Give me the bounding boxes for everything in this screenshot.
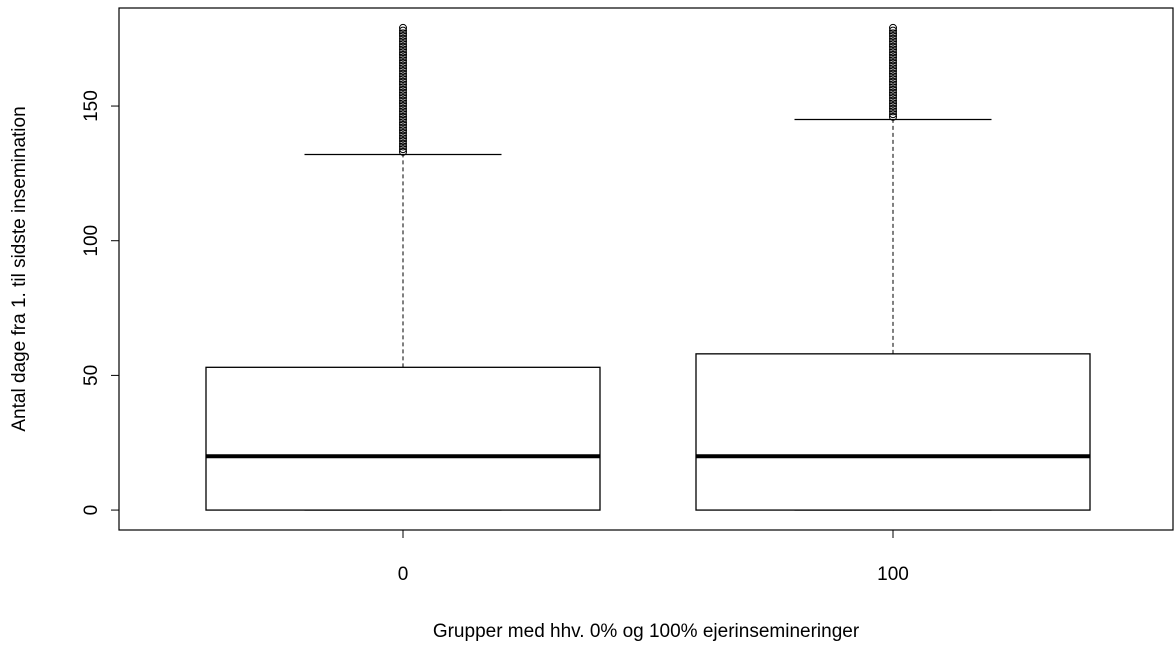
outlier xyxy=(889,69,897,78)
outlier xyxy=(399,29,407,38)
outlier xyxy=(889,80,897,89)
outlier xyxy=(399,123,407,132)
outlier xyxy=(399,115,407,124)
outlier xyxy=(889,29,897,38)
outlier xyxy=(399,61,407,70)
outlier xyxy=(399,118,407,127)
outlier xyxy=(399,142,407,151)
outlier xyxy=(889,96,897,105)
outlier xyxy=(889,88,897,97)
box xyxy=(695,353,1091,511)
outlier xyxy=(889,91,897,100)
outlier xyxy=(889,64,897,73)
outlier xyxy=(889,56,897,65)
outlier xyxy=(399,96,407,105)
outlier xyxy=(399,137,407,146)
outlier xyxy=(889,72,897,81)
outlier xyxy=(889,42,897,51)
outlier xyxy=(399,107,407,116)
outlier xyxy=(889,58,897,67)
outlier xyxy=(399,37,407,46)
outlier xyxy=(399,128,407,137)
outlier xyxy=(889,67,897,76)
outlier xyxy=(889,93,897,102)
outlier xyxy=(399,145,407,154)
outlier xyxy=(399,58,407,67)
outlier xyxy=(399,112,407,121)
outlier xyxy=(399,83,407,92)
outlier xyxy=(399,45,407,54)
outlier xyxy=(399,147,407,156)
outlier xyxy=(889,23,897,32)
outlier xyxy=(889,83,897,92)
outlier xyxy=(399,91,407,100)
outlier xyxy=(889,48,897,57)
outlier xyxy=(889,77,897,86)
outlier xyxy=(889,53,897,62)
outlier xyxy=(399,102,407,111)
outlier xyxy=(889,26,897,35)
outlier xyxy=(399,77,407,86)
outlier xyxy=(889,45,897,54)
outlier xyxy=(399,80,407,89)
outlier xyxy=(399,120,407,129)
outlier xyxy=(399,48,407,57)
outlier xyxy=(399,134,407,143)
outlier xyxy=(399,139,407,148)
outlier xyxy=(399,85,407,94)
outlier xyxy=(399,53,407,62)
x-tick-label: 0 xyxy=(398,564,409,585)
box xyxy=(205,366,601,511)
outlier xyxy=(889,75,897,84)
outlier xyxy=(399,26,407,35)
x-axis-label: Grupper med hhv. 0% og 100% ejerinsemine… xyxy=(433,621,860,642)
outlier xyxy=(889,112,897,121)
outlier xyxy=(399,42,407,51)
outlier xyxy=(889,99,897,108)
outlier xyxy=(889,85,897,94)
outlier xyxy=(889,107,897,116)
outlier xyxy=(399,40,407,49)
y-tick-label: 100 xyxy=(81,225,102,257)
outlier xyxy=(399,93,407,102)
outlier xyxy=(399,88,407,97)
outlier xyxy=(399,72,407,81)
outlier xyxy=(399,23,407,32)
outlier xyxy=(399,131,407,140)
outlier xyxy=(399,34,407,43)
outlier xyxy=(889,50,897,59)
outlier xyxy=(889,102,897,111)
outlier xyxy=(399,32,407,41)
outlier xyxy=(889,110,897,119)
outlier xyxy=(889,34,897,43)
y-tick-label: 0 xyxy=(81,505,102,516)
y-tick-label: 50 xyxy=(81,365,102,386)
outlier xyxy=(399,126,407,135)
outlier xyxy=(399,50,407,59)
outlier xyxy=(399,67,407,76)
outlier xyxy=(399,99,407,108)
outlier xyxy=(889,37,897,46)
x-tick-label: 100 xyxy=(877,564,909,585)
outlier xyxy=(399,110,407,119)
outlier xyxy=(889,40,897,49)
y-tick-label: 150 xyxy=(81,90,102,122)
outlier xyxy=(889,61,897,70)
outlier xyxy=(399,64,407,73)
outlier xyxy=(399,56,407,65)
outlier xyxy=(399,104,407,113)
outlier xyxy=(889,104,897,113)
y-axis-label: Antal dage fra 1. til sidste inseminatio… xyxy=(9,106,30,431)
outlier xyxy=(889,32,897,41)
outlier xyxy=(399,75,407,84)
outlier xyxy=(399,69,407,78)
